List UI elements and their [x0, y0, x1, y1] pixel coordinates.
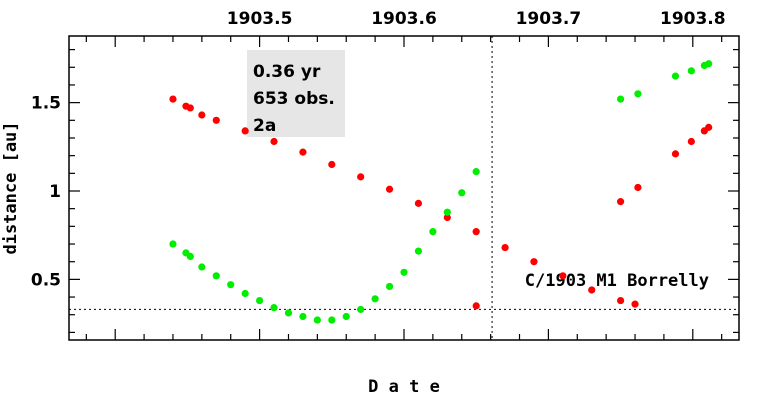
data-point: [198, 111, 206, 119]
info-line-observations: 653 obs.: [253, 89, 335, 109]
data-point: [671, 150, 680, 158]
data-point: [616, 95, 625, 103]
data-point: [385, 282, 394, 291]
data-point: [371, 295, 379, 303]
data-point: [472, 167, 480, 176]
data-point: [186, 104, 194, 112]
data-point: [458, 189, 466, 197]
data-point: [186, 252, 194, 260]
data-point: [414, 199, 423, 207]
data-point: [414, 247, 423, 255]
data-point: [443, 208, 451, 216]
data-point: [270, 304, 278, 312]
data-point: [687, 67, 695, 75]
data-point: [472, 302, 480, 310]
info-line-model: 2a: [253, 116, 276, 136]
x-tick-labels: 1903.5 1903.6 1903.7 1903.8: [227, 9, 726, 29]
data-point: [198, 263, 206, 271]
data-point: [169, 95, 177, 103]
data-point: [241, 127, 249, 135]
y-tick-label: 0.5: [31, 270, 61, 290]
data-point: [328, 160, 336, 169]
data-point: [227, 281, 235, 289]
data-point: [256, 296, 264, 305]
data-point: [270, 137, 278, 146]
data-point: [328, 316, 336, 324]
y-axis-title: distance [au]: [1, 121, 21, 254]
data-point: [299, 312, 307, 321]
data-point: [634, 90, 642, 98]
data-point: [212, 272, 220, 280]
object-label: C/1903 M1 Borrelly: [525, 271, 709, 291]
data-point: [631, 300, 639, 308]
data-point: [687, 137, 695, 146]
x-axis-title: D a t e: [368, 377, 440, 397]
data-point: [357, 173, 365, 181]
data-points: [169, 60, 713, 324]
data-point: [588, 286, 596, 294]
y-tick-label: 1.5: [31, 94, 61, 114]
data-point: [400, 268, 408, 276]
info-box: [247, 50, 345, 137]
series-1: [169, 60, 713, 324]
data-point: [559, 272, 567, 280]
data-point: [299, 148, 307, 156]
data-point: [342, 312, 350, 321]
data-point: [385, 185, 394, 193]
info-line-span: 0.36 yr: [253, 62, 321, 82]
data-point: [634, 183, 642, 192]
data-point: [472, 228, 480, 236]
data-point: [705, 123, 713, 131]
data-point: [530, 258, 538, 266]
data-point: [616, 296, 625, 305]
axis-ticks: [69, 36, 739, 340]
data-point: [501, 243, 509, 252]
x-tick-label: 1903.5: [227, 9, 293, 29]
x-tick-label: 1903.6: [371, 9, 437, 29]
data-point: [169, 240, 177, 248]
data-point: [313, 316, 321, 324]
y-tick-labels: 0.5 1 1.5: [31, 94, 61, 291]
data-point: [212, 116, 220, 124]
x-tick-label: 1903.7: [516, 9, 582, 29]
data-point: [616, 198, 625, 206]
y-tick-label: 1: [49, 182, 61, 202]
data-point: [705, 60, 713, 68]
data-point: [357, 305, 365, 314]
data-point: [443, 213, 451, 222]
x-tick-label: 1903.8: [660, 9, 726, 29]
data-point: [241, 289, 249, 298]
data-point: [671, 72, 680, 80]
reference-lines: [69, 36, 739, 340]
series-0: [169, 95, 713, 310]
data-point: [284, 309, 293, 317]
data-point: [429, 228, 437, 236]
